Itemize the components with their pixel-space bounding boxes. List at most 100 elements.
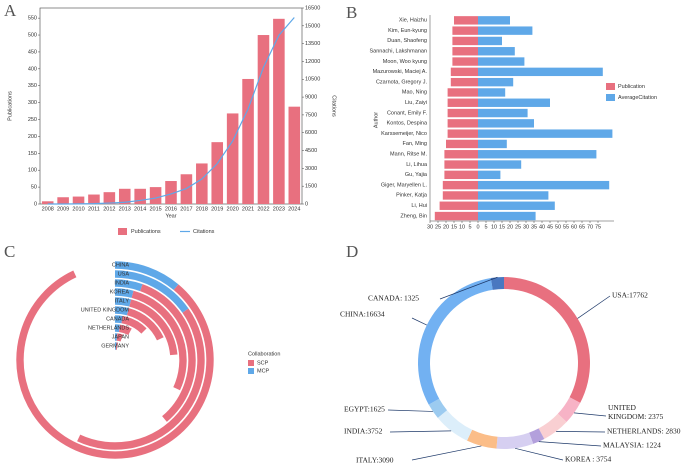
bar [450,67,478,77]
arc-bar [118,324,132,336]
y-tick-label: 500 [28,32,37,38]
segment-label: ITALY:3090 [356,456,394,463]
country-label: ITALY [115,298,130,304]
line [47,17,295,205]
bar [196,163,208,204]
leader-line [411,317,427,326]
y2-tick-label: 15000 [305,23,320,29]
leader-line [411,445,482,461]
author-label: Li, Hui [411,203,427,209]
segment-label: INDIA:3752 [344,427,383,436]
author-label: Mazurowski, Maciej A. [373,69,428,75]
bar [450,77,478,87]
x-tick-label: 30 [523,224,529,230]
x-tick-label: 20 [443,224,449,230]
author-label: Pinker, Katja [396,193,428,199]
y2-tick-label: 9000 [305,95,317,101]
legend-label: MCP [257,368,270,374]
x-tick-label: 25 [435,224,441,230]
bar [452,57,478,66]
panel-letter: D [346,242,358,261]
arc-bar [114,270,189,313]
bar [434,211,478,221]
bar [478,119,534,128]
bar [134,188,146,204]
x-tick-label: 40 [539,224,545,230]
bar [478,57,525,66]
bar [478,26,533,35]
y-tick-label: 150 [28,151,37,157]
x-tick-label: 50 [555,224,561,230]
x-tick-label: 5 [468,224,471,230]
arc-bar [114,315,123,324]
x-tick-label: 75 [595,224,601,230]
bar [444,150,478,159]
bar [149,187,162,204]
x-tick-label: 30 [427,224,433,230]
legend-label: Publications [131,229,161,235]
author-label: Li, Lihua [406,162,428,168]
leader-line [389,430,452,433]
author-label: Czarnota, Gregory J. [376,79,428,85]
bar [478,150,597,159]
x-tick-label: 0 [476,224,479,230]
x-tick-label: 2018 [196,206,208,212]
x-tick-label: 2014 [134,206,146,212]
legend-swatch [606,94,615,101]
author-label: Mann, Ritse M. [390,152,427,158]
arc-bar [77,308,205,450]
y2-tick-label: 10500 [305,77,320,83]
label-box: UNITED KINGDOM: 2375 [608,403,663,421]
donut-segment [418,278,493,405]
donut-segment [529,428,545,444]
x-tick-label: 2016 [165,206,177,212]
y-tick-label: 450 [28,49,37,55]
x-tick-label: 45 [547,224,553,230]
x-axis-label: Year [165,213,176,219]
bar [165,181,177,204]
x-tick-label: 2015 [149,206,161,212]
arc-bar [116,333,123,342]
author-label: Duan, Shaofeng [387,38,427,44]
arc-bar [126,308,164,341]
y2-axis-label: Citations [331,95,337,117]
bar [118,188,131,204]
bar [452,47,478,56]
bar [478,191,549,200]
panel-letter: A [4,1,17,20]
panel-letter: C [4,242,15,261]
legend-label: Publication [618,84,645,90]
legend-swatch [606,83,615,90]
x-tick-label: 65 [579,224,585,230]
arc-bar [114,261,179,291]
author-label: Moon, Woo kyung [383,59,427,65]
leader-line [577,295,611,319]
bar [478,160,522,169]
bar [478,129,613,138]
x-tick-label: 25 [515,224,521,230]
country-label: GERMANY [101,343,129,349]
y2-tick-label: 3000 [305,166,317,172]
x-tick-label: 55 [563,224,569,230]
bar [478,67,603,77]
country-label: CANADA [106,316,129,322]
bar [478,180,610,190]
legend-label: Citations [193,229,215,235]
y-tick-label: 300 [28,100,37,106]
x-tick-label: 2012 [103,206,115,212]
bar [88,194,100,204]
bar [447,88,478,97]
segment-label: EGYPT:1625 [344,405,385,414]
bar [447,108,478,118]
bar [478,88,506,97]
x-tick-label: 15 [451,224,457,230]
donut-segment [437,410,473,441]
y-tick-label: 250 [28,117,37,123]
bar [478,36,502,46]
legend-label: AverageCitation [618,95,657,101]
bar [41,201,54,204]
legend-title: Collaboration [248,351,280,357]
x-tick-label: 2009 [57,206,69,212]
arc-bar [16,270,214,459]
x-tick-label: 2023 [273,206,285,212]
